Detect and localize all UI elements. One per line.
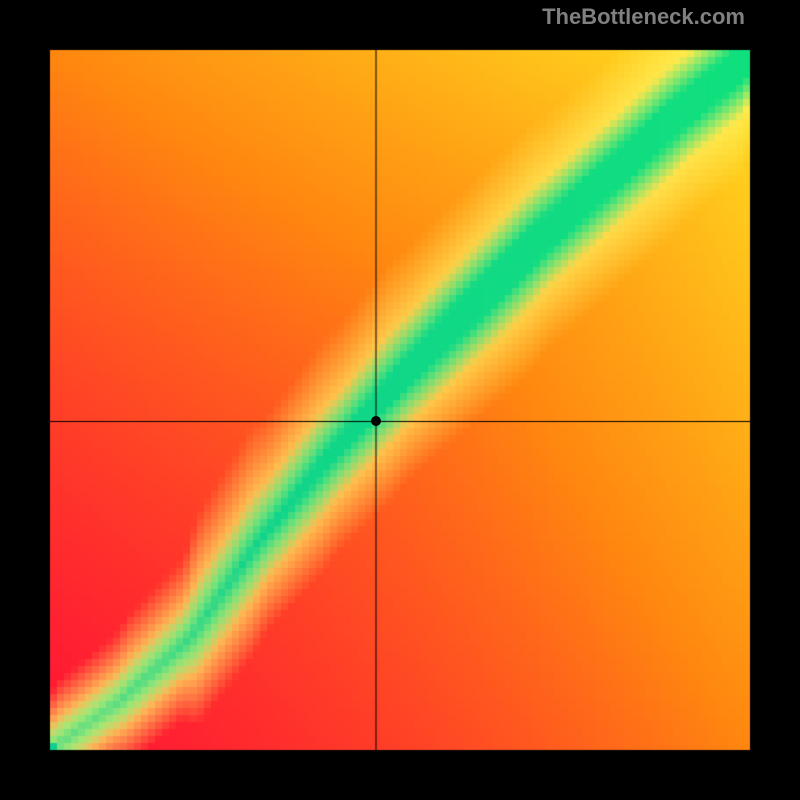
bottleneck-heatmap <box>0 0 800 800</box>
chart-container: TheBottleneck.com <box>0 0 800 800</box>
crosshair-marker <box>371 416 381 426</box>
watermark-label: TheBottleneck.com <box>542 4 745 30</box>
